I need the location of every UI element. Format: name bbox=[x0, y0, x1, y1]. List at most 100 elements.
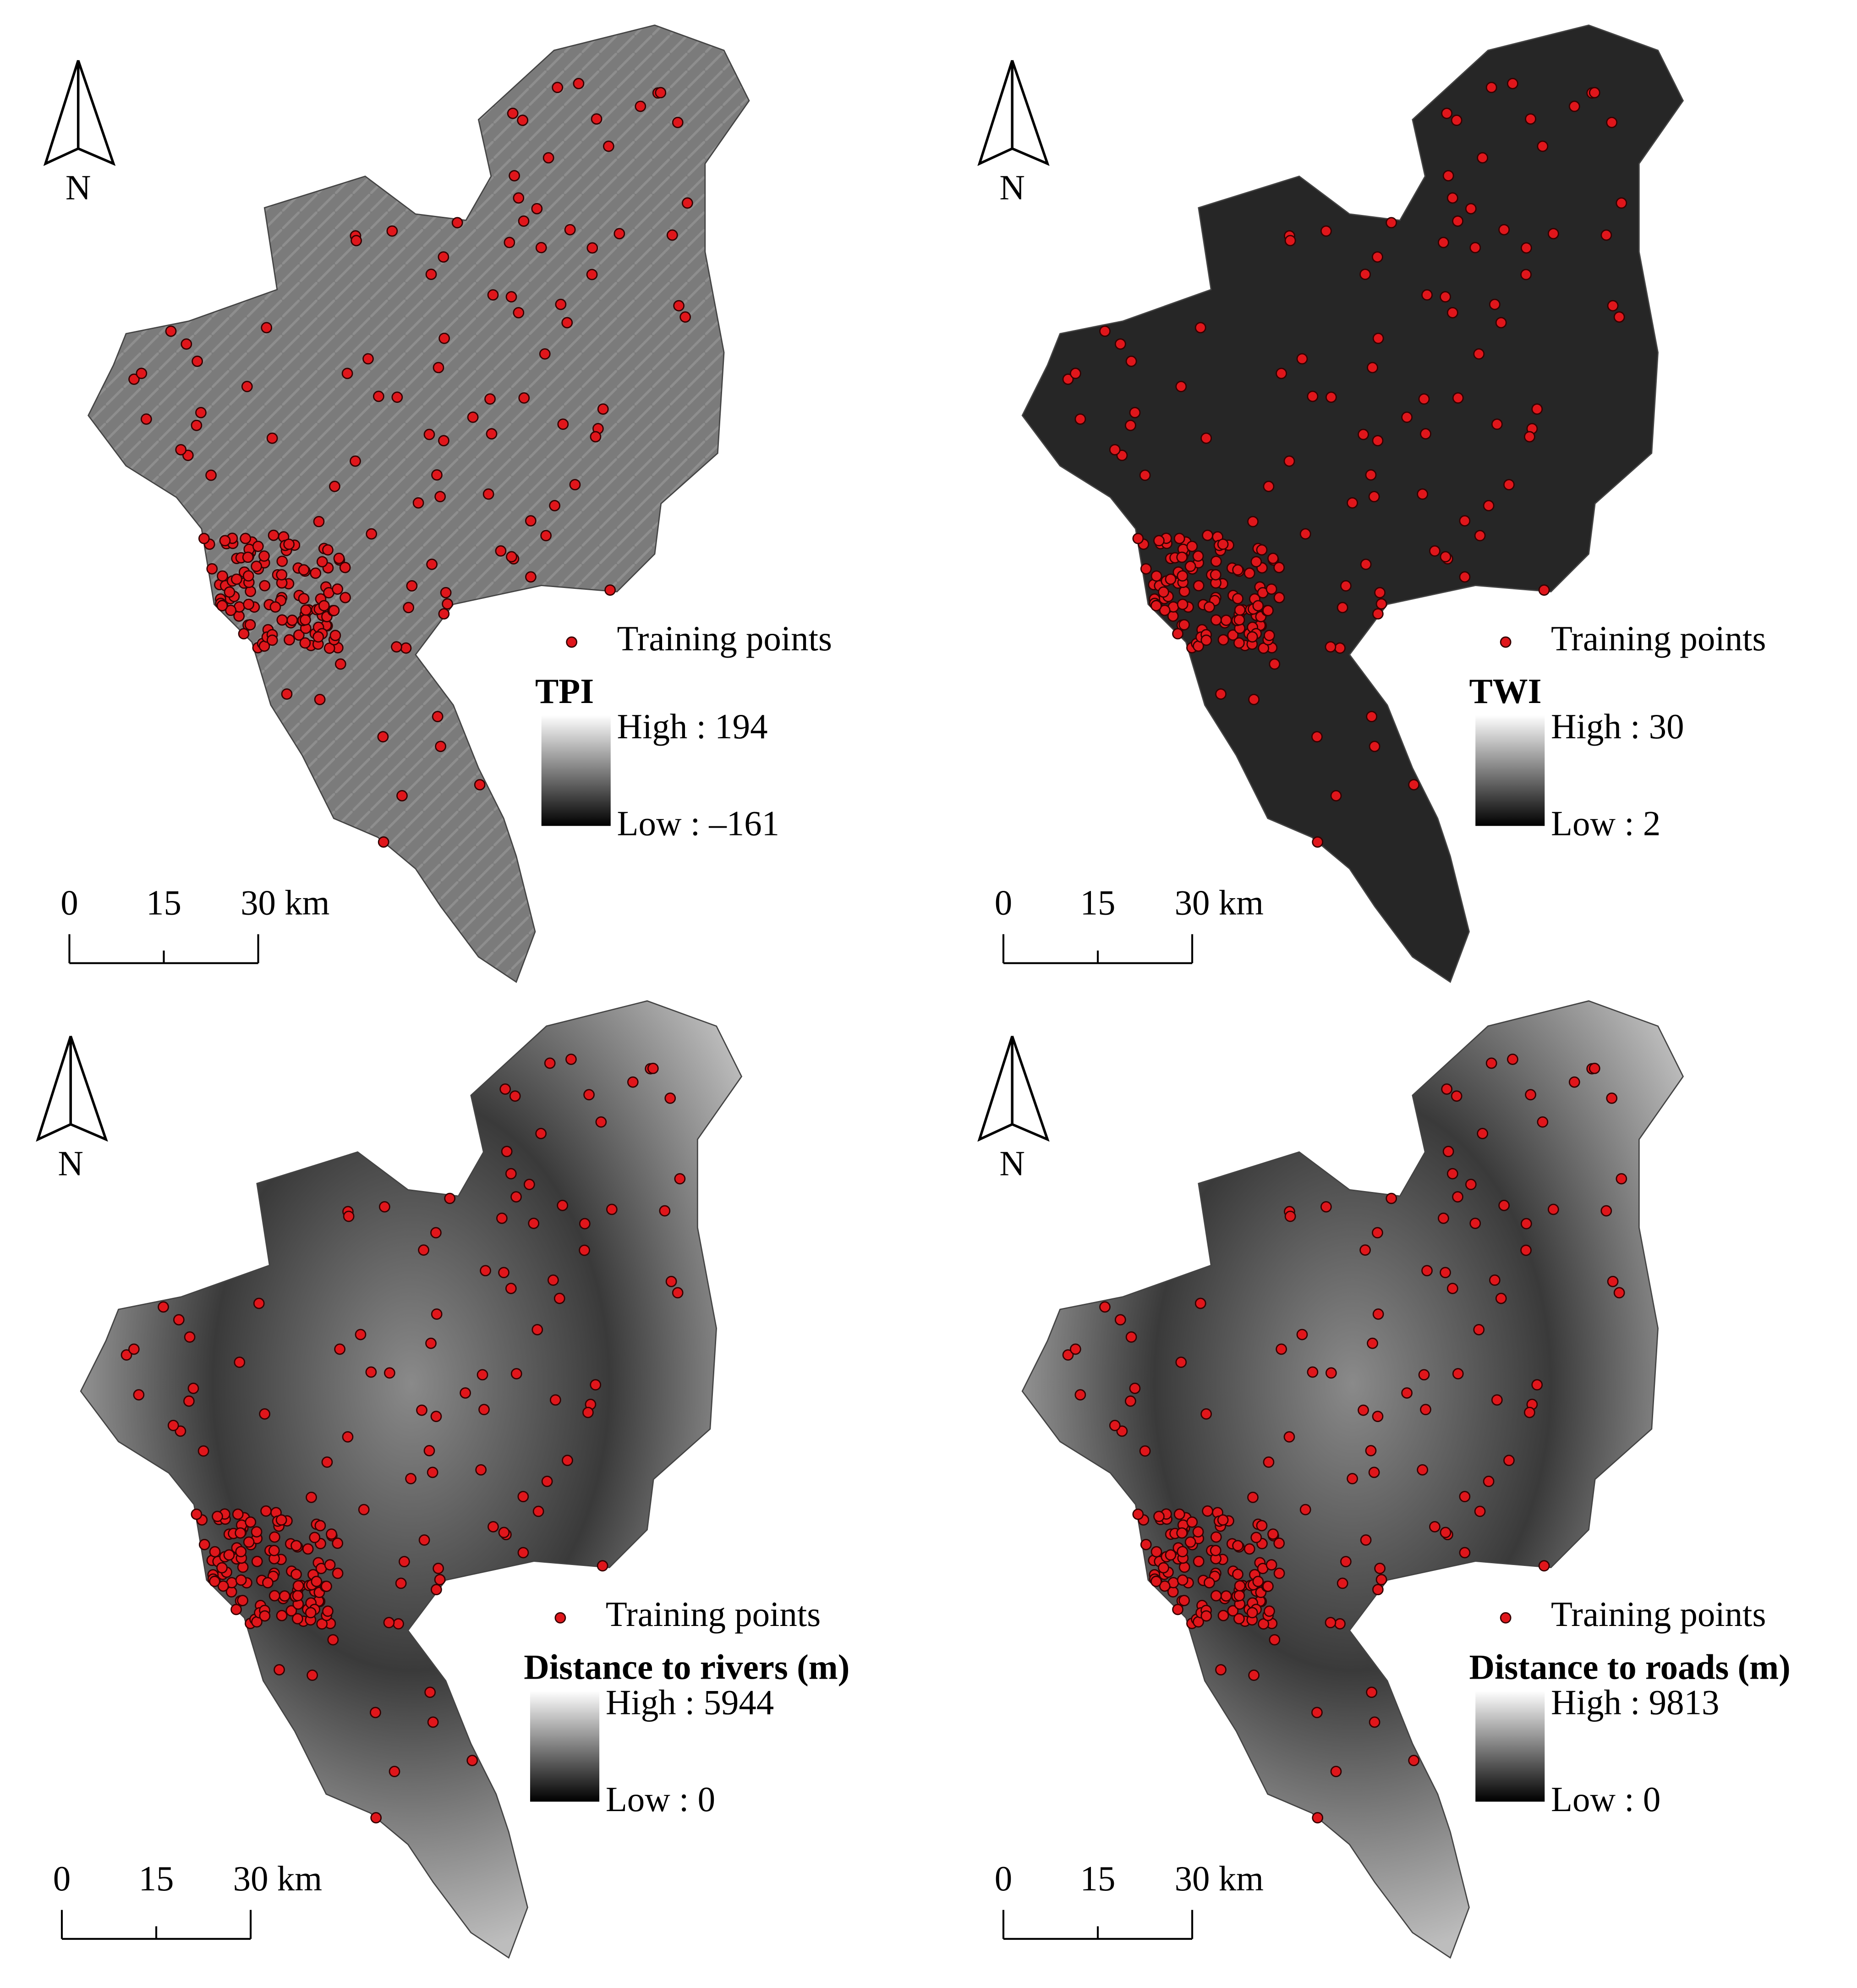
training-point bbox=[268, 1545, 280, 1556]
training-point bbox=[1132, 1508, 1144, 1520]
training-point bbox=[133, 1389, 145, 1400]
training-point bbox=[1367, 1337, 1378, 1349]
training-point bbox=[510, 1191, 522, 1203]
training-point bbox=[1607, 300, 1619, 312]
training-point bbox=[396, 790, 408, 802]
training-point bbox=[1507, 77, 1518, 89]
training-point bbox=[595, 1116, 607, 1128]
scale-label: 0 bbox=[995, 1859, 1012, 1898]
training-point bbox=[506, 551, 517, 563]
training-point bbox=[565, 1054, 577, 1065]
training-point bbox=[355, 1329, 367, 1340]
training-point bbox=[1525, 113, 1536, 125]
training-point bbox=[424, 1686, 436, 1698]
training-point bbox=[1200, 634, 1212, 646]
training-point bbox=[327, 1634, 339, 1646]
training-point bbox=[484, 393, 496, 405]
training-point bbox=[1452, 392, 1464, 404]
training-point bbox=[444, 1192, 456, 1204]
training-point bbox=[539, 348, 551, 360]
training-point bbox=[1273, 1538, 1285, 1549]
training-point bbox=[307, 1669, 318, 1681]
training-point bbox=[1485, 1057, 1497, 1069]
training-point bbox=[1109, 444, 1121, 456]
low-label: Low : 0 bbox=[606, 1779, 715, 1819]
training-point bbox=[1217, 1514, 1229, 1526]
training-point bbox=[1265, 1559, 1277, 1571]
training-point bbox=[276, 1609, 288, 1621]
training-point bbox=[341, 368, 353, 379]
training-point bbox=[1367, 362, 1378, 373]
training-point bbox=[1200, 1610, 1212, 1622]
training-point bbox=[1429, 545, 1441, 557]
training-point bbox=[1311, 1707, 1323, 1719]
north-label: N bbox=[999, 1143, 1025, 1183]
training-point bbox=[1372, 1308, 1384, 1320]
training-point bbox=[1247, 516, 1259, 527]
training-point bbox=[478, 1404, 490, 1416]
map-panel: N Training points Distance to rivers (m)Hi… bbox=[36, 1000, 849, 1959]
training-point bbox=[438, 251, 449, 263]
training-point bbox=[1440, 1527, 1452, 1538]
training-point bbox=[1177, 1574, 1189, 1586]
training-point bbox=[1374, 587, 1386, 599]
training-point bbox=[1258, 1618, 1270, 1630]
legend-title: Distance to rivers (m) bbox=[524, 1647, 849, 1686]
training-point bbox=[1273, 592, 1285, 604]
training-point bbox=[1568, 100, 1580, 112]
training-point bbox=[1250, 556, 1262, 568]
north-arrow bbox=[977, 1036, 1013, 1142]
training-point bbox=[1248, 693, 1260, 705]
training-point bbox=[259, 1610, 271, 1622]
training-point bbox=[243, 599, 254, 610]
training-point bbox=[579, 1218, 591, 1230]
training-point bbox=[488, 1521, 499, 1532]
training-point bbox=[285, 1605, 297, 1617]
training-point bbox=[192, 356, 203, 367]
training-point bbox=[1202, 1505, 1213, 1517]
training-point bbox=[1525, 1089, 1536, 1101]
training-point bbox=[252, 540, 264, 552]
training-point bbox=[251, 560, 262, 572]
training-point bbox=[1421, 289, 1433, 301]
training-point bbox=[1469, 242, 1481, 253]
training-point bbox=[310, 567, 322, 579]
training-point bbox=[528, 1218, 540, 1229]
training-point bbox=[1177, 570, 1189, 582]
training-point bbox=[343, 1210, 355, 1222]
training-point bbox=[438, 332, 450, 344]
training-point bbox=[432, 711, 444, 722]
training-point bbox=[561, 317, 573, 329]
training-point bbox=[1440, 551, 1452, 563]
training-point bbox=[564, 224, 576, 236]
training-point bbox=[1284, 235, 1296, 247]
low-label: Low : –161 bbox=[617, 804, 780, 843]
training-point bbox=[606, 1203, 618, 1215]
training-point bbox=[664, 1093, 676, 1104]
training-point bbox=[245, 586, 256, 597]
north-arrow bbox=[1011, 60, 1050, 166]
training-point bbox=[507, 107, 519, 119]
training-point bbox=[603, 140, 614, 152]
training-point bbox=[1210, 1531, 1222, 1543]
training-point bbox=[1442, 170, 1454, 181]
training-point bbox=[1246, 1607, 1258, 1619]
training-point bbox=[679, 311, 691, 323]
training-point bbox=[1465, 203, 1477, 214]
training-point bbox=[1192, 1526, 1204, 1538]
training-point bbox=[1210, 555, 1222, 567]
training-point bbox=[217, 1580, 229, 1592]
training-point bbox=[1360, 1534, 1372, 1546]
training-point bbox=[1283, 1431, 1295, 1443]
training-point bbox=[205, 469, 217, 481]
training-point bbox=[1252, 1576, 1264, 1587]
training-point bbox=[1537, 1116, 1549, 1128]
training-point bbox=[313, 516, 325, 527]
training-point bbox=[1265, 583, 1277, 595]
training-point bbox=[434, 1574, 446, 1586]
training-point bbox=[1360, 559, 1372, 570]
training-point bbox=[290, 1569, 302, 1580]
scale-label: 15 bbox=[146, 883, 181, 923]
training-point bbox=[216, 1562, 228, 1574]
training-point bbox=[328, 604, 340, 616]
